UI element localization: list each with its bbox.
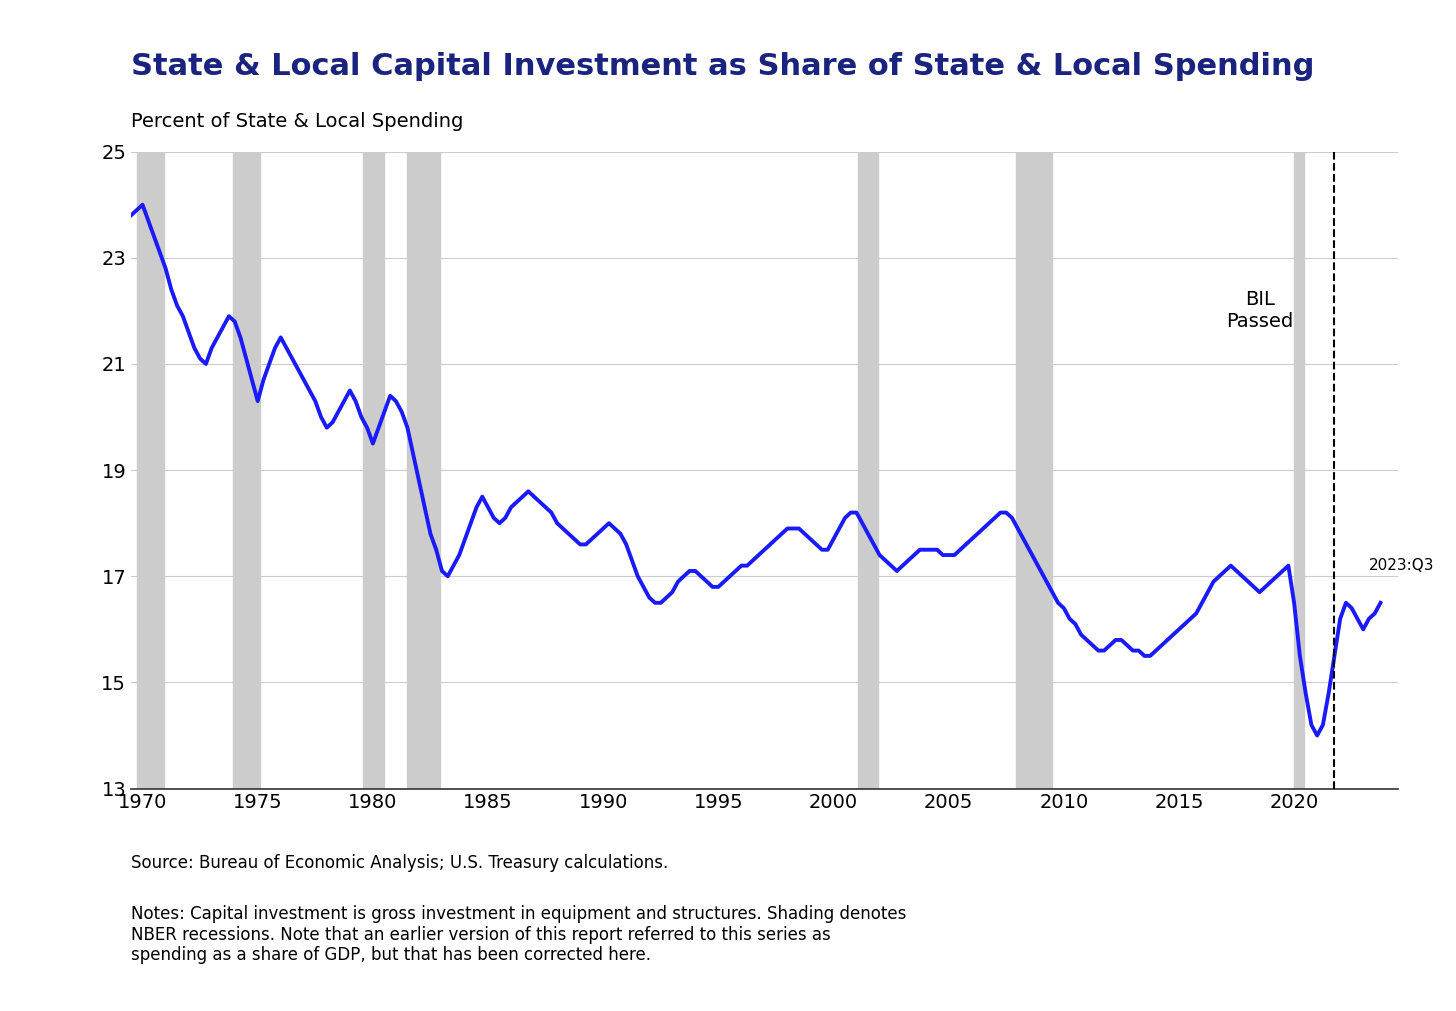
Text: Source: Bureau of Economic Analysis; U.S. Treasury calculations.: Source: Bureau of Economic Analysis; U.S…: [131, 854, 668, 872]
Text: State & Local Capital Investment as Share of State & Local Spending: State & Local Capital Investment as Shar…: [131, 52, 1315, 81]
Text: Percent of State & Local Spending: Percent of State & Local Spending: [131, 112, 463, 131]
Bar: [233, 152, 259, 789]
Bar: [1294, 152, 1303, 789]
Text: BIL
Passed: BIL Passed: [1226, 290, 1293, 332]
Text: 2023:Q3: 2023:Q3: [1369, 558, 1434, 573]
Bar: [859, 152, 878, 789]
Bar: [137, 152, 163, 789]
Bar: [408, 152, 440, 789]
Bar: [1016, 152, 1053, 789]
Bar: [363, 152, 384, 789]
Text: Notes: Capital investment is gross investment in equipment and structures. Shadi: Notes: Capital investment is gross inves…: [131, 905, 907, 964]
